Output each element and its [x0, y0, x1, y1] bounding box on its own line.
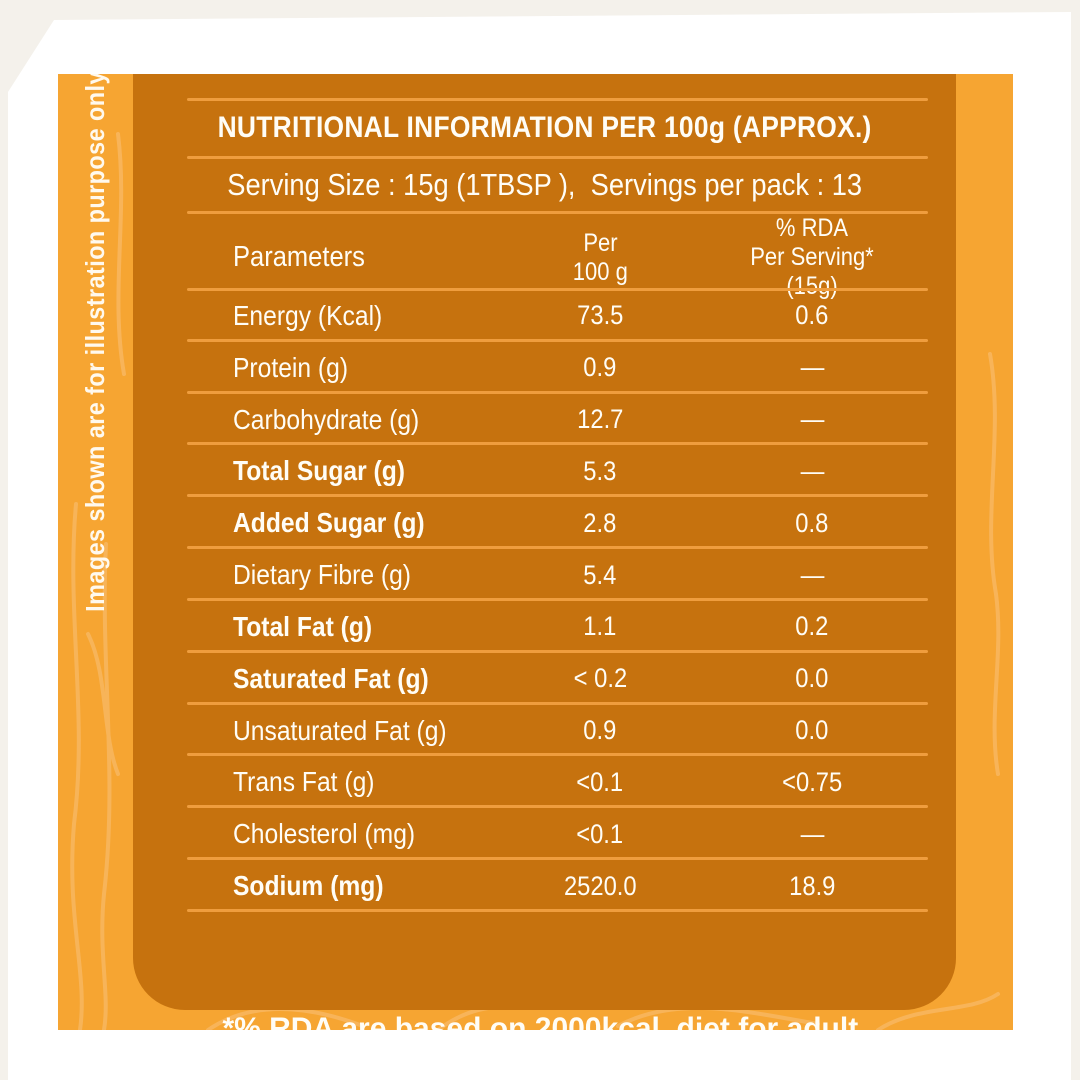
row-divider: [187, 908, 928, 912]
rda-per-serving-value: 18.9: [788, 870, 836, 901]
parameter-name: Protein (g): [233, 351, 349, 383]
per-100g-value: 1.1: [583, 611, 617, 642]
rda-per-serving-value: 0.6: [795, 300, 829, 331]
rda-per-serving-value: 0.0: [795, 663, 829, 694]
table-header-row: Parameters Per 100 g % RDA Per Serving* …: [133, 214, 956, 300]
panel-top-divider: [187, 98, 928, 101]
parameter-name: Dietary Fibre (g): [233, 559, 411, 591]
per-100g-value: 2.8: [583, 507, 617, 538]
watermark-vertical-text: Images shown are for illustration purpos…: [80, 74, 110, 612]
table-row: Added Sugar (g) 2.8 0.8: [133, 497, 956, 550]
row-divider: [187, 649, 928, 653]
serving-size-line: Serving Size : 15g (1TBSP ), Servings pe…: [227, 167, 862, 202]
rda-per-serving-value: 0.0: [795, 715, 829, 746]
row-divider: [187, 494, 928, 498]
nutrition-table-body: Energy (Kcal) 73.5 0.6 Protein (g) 0.9 —…: [133, 290, 956, 912]
per-100g-value: <0.1: [576, 818, 624, 849]
rda-per-serving-value: —: [800, 352, 824, 383]
parameter-name: Unsaturated Fat (g): [233, 714, 447, 746]
title-divider: [187, 156, 928, 159]
parameter-name: Energy (Kcal): [233, 299, 383, 331]
per-100g-value: 12.7: [576, 404, 624, 435]
parameter-name: Trans Fat (g): [233, 766, 375, 798]
per-100g-value: 0.9: [583, 715, 617, 746]
row-divider: [187, 338, 928, 342]
serving-divider: [187, 211, 928, 214]
row-divider: [187, 442, 928, 446]
per-100g-value: <0.1: [576, 766, 624, 797]
table-row: Total Sugar (g) 5.3 —: [133, 445, 956, 498]
row-divider: [187, 753, 928, 757]
header-divider: [187, 288, 928, 291]
column-header-parameters: Parameters: [233, 241, 365, 273]
parameter-name: Added Sugar (g): [233, 507, 425, 539]
panel-title: NUTRITIONAL INFORMATION PER 100g (APPROX…: [217, 111, 872, 144]
parameter-name: Total Sugar (g): [233, 455, 406, 487]
row-divider: [187, 546, 928, 550]
rda-per-serving-value: —: [800, 818, 824, 849]
rda-per-serving-value: —: [800, 404, 824, 435]
label-frame: Images shown are for illustration purpos…: [58, 74, 1013, 1030]
row-divider: [187, 701, 928, 705]
parameter-name: Saturated Fat (g): [233, 662, 429, 694]
rda-per-serving-value: 0.2: [795, 611, 829, 642]
rda-per-serving-value: —: [800, 455, 824, 486]
table-row: Unsaturated Fat (g) 0.9 0.0: [133, 705, 956, 757]
footnote-line-1: *% RDA are based on 2000kcal diet for ad…: [222, 1012, 867, 1030]
parameter-name: Carbohydrate (g): [233, 403, 420, 435]
table-row: Sodium (mg) 2520.0 18.9: [133, 860, 956, 912]
table-row: Carbohydrate (g) 12.7 —: [133, 394, 956, 446]
per-100g-value: 0.9: [583, 352, 617, 383]
parameter-name: Sodium (mg): [233, 870, 384, 902]
rda-per-serving-value: 0.8: [795, 507, 829, 538]
per-100g-value: 2520.0: [563, 870, 637, 901]
column-header-rda-per-serving: % RDA Per Serving* (15g): [750, 214, 874, 300]
table-row: Cholesterol (mg) <0.1 —: [133, 808, 956, 861]
row-divider: [187, 597, 928, 601]
per-100g-value: < 0.2: [573, 663, 627, 694]
table-row: Protein (g) 0.9 —: [133, 342, 956, 394]
rda-footnote: *% RDA are based on 2000kcal diet for ad…: [133, 926, 956, 1030]
per-100g-value: 73.5: [576, 300, 624, 331]
column-header-per-100g: Per 100 g: [572, 228, 628, 286]
table-row: Total Fat (g) 1.1 0.2: [133, 601, 956, 653]
row-divider: [187, 805, 928, 809]
rda-per-serving-value: <0.75: [781, 766, 843, 797]
parameter-name: Cholesterol (mg): [233, 818, 416, 850]
rda-per-serving-value: —: [800, 559, 824, 590]
per-100g-value: 5.3: [583, 455, 617, 486]
table-row: Saturated Fat (g) < 0.2 0.0: [133, 653, 956, 705]
table-row: Energy (Kcal) 73.5 0.6: [133, 290, 956, 342]
row-divider: [187, 390, 928, 394]
nutrition-panel: NUTRITIONAL INFORMATION PER 100g (APPROX…: [133, 74, 956, 1030]
table-row: Dietary Fibre (g) 5.4 —: [133, 549, 956, 601]
per-100g-value: 5.4: [583, 559, 617, 590]
row-divider: [187, 857, 928, 861]
parameter-name: Total Fat (g): [233, 610, 373, 642]
table-row: Trans Fat (g) <0.1 <0.75: [133, 756, 956, 809]
